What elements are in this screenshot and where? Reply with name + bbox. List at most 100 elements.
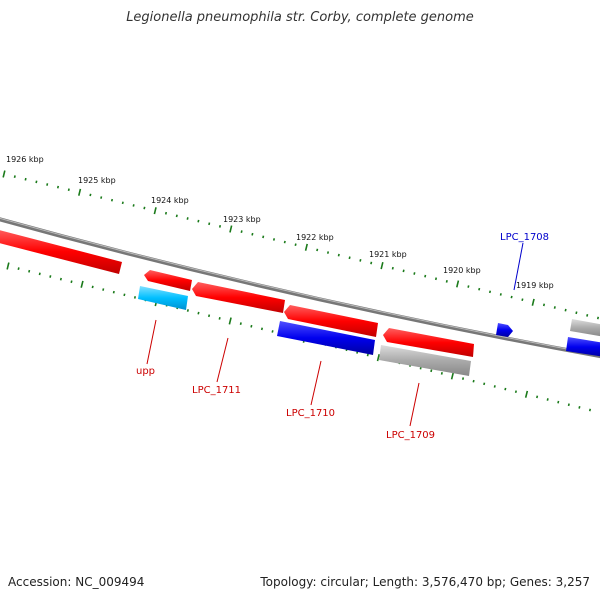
leader-line-lpc-1708 bbox=[513, 242, 524, 291]
inner-ring-minor-tick bbox=[483, 382, 486, 386]
gene-label-lpc-1710[interactable]: LPC_1710 bbox=[286, 408, 335, 419]
inner-ring-minor-tick bbox=[567, 403, 570, 407]
outer-ring-minor-tick bbox=[164, 211, 168, 215]
outer-ring-minor-tick bbox=[337, 253, 340, 257]
gene-label-upp[interactable]: upp bbox=[136, 366, 155, 377]
gene-feature-upp-rna[interactable] bbox=[138, 286, 188, 310]
gene-label-lpc-1709[interactable]: LPC_1709 bbox=[386, 430, 435, 441]
tick-label-1926: 1926 kbp bbox=[6, 155, 44, 164]
outer-ring-minor-tick bbox=[175, 214, 178, 218]
outer-ring-minor-tick bbox=[478, 287, 481, 291]
outer-ring-minor-tick bbox=[240, 230, 243, 233]
genome-backbone bbox=[0, 217, 600, 359]
leader-line-lpc-1710 bbox=[310, 360, 322, 406]
outer-ring-major-tick bbox=[380, 262, 384, 270]
outer-ring-minor-tick bbox=[553, 306, 556, 309]
inner-ring-minor-tick bbox=[557, 400, 560, 404]
outer-tick-ring bbox=[2, 170, 600, 320]
inner-ring-minor-tick bbox=[514, 390, 517, 394]
inner-ring-major-tick bbox=[524, 390, 529, 398]
gene-feature-lpc-1708[interactable] bbox=[496, 323, 513, 337]
outer-ring-minor-tick bbox=[24, 177, 27, 181]
outer-ring-major-tick bbox=[304, 243, 309, 251]
gene-feature-red-left[interactable] bbox=[0, 229, 122, 274]
outer-ring-minor-tick bbox=[67, 188, 70, 192]
outer-ring-minor-tick bbox=[467, 285, 470, 288]
outer-ring-minor-tick bbox=[359, 259, 362, 262]
outer-ring-minor-tick bbox=[218, 225, 222, 228]
accession-text: Accession: NC_009494 bbox=[8, 575, 145, 589]
topology-summary: Topology: circular; Length: 3,576,470 bp… bbox=[260, 575, 590, 589]
inner-ring-minor-tick bbox=[38, 272, 41, 276]
inner-ring-minor-tick bbox=[430, 369, 433, 373]
gene-feature-gray-right-top[interactable] bbox=[570, 319, 600, 337]
inner-ring-minor-tick bbox=[546, 398, 549, 401]
inner-ring-minor-tick bbox=[366, 353, 369, 357]
outer-ring-minor-tick bbox=[100, 196, 103, 199]
outer-ring-minor-tick bbox=[424, 274, 427, 278]
tick-label-1923: 1923 kbp bbox=[223, 215, 261, 224]
inner-ring-minor-tick bbox=[271, 330, 274, 333]
outer-ring-major-tick bbox=[153, 207, 157, 215]
outer-ring-minor-tick bbox=[510, 295, 513, 299]
outer-ring-minor-tick bbox=[186, 217, 189, 220]
inner-ring-major-tick bbox=[6, 262, 10, 270]
tick-label-1920: 1920 kbp bbox=[443, 266, 481, 275]
outer-ring-minor-tick bbox=[445, 279, 448, 283]
outer-ring-minor-tick bbox=[283, 240, 286, 244]
outer-ring-minor-tick bbox=[294, 243, 297, 247]
outer-ring-minor-tick bbox=[208, 222, 211, 226]
leader-line-lpc-1709 bbox=[409, 382, 420, 427]
inner-ring-minor-tick bbox=[504, 387, 507, 391]
outer-ring-minor-tick bbox=[13, 175, 16, 178]
outer-ring-minor-tick bbox=[391, 266, 394, 270]
inner-ring-major-tick bbox=[376, 354, 380, 362]
outer-ring-minor-tick bbox=[370, 261, 373, 265]
outer-ring-minor-tick bbox=[35, 180, 38, 184]
inner-ring-minor-tick bbox=[70, 280, 73, 284]
inner-ring-minor-tick bbox=[59, 277, 62, 281]
outer-ring-minor-tick bbox=[348, 256, 351, 260]
inner-ring-minor-tick bbox=[588, 408, 592, 412]
inner-ring-minor-tick bbox=[102, 288, 105, 291]
tick-label-1925: 1925 kbp bbox=[78, 176, 116, 185]
inner-ring-minor-tick bbox=[472, 379, 475, 383]
outer-ring-minor-tick bbox=[143, 206, 146, 210]
tick-label-1922: 1922 kbp bbox=[296, 233, 334, 242]
inner-ring-minor-tick bbox=[218, 317, 221, 320]
gene-label-lpc-1708[interactable]: LPC_1708 bbox=[500, 232, 549, 243]
genome-backbone-highlight bbox=[0, 217, 600, 356]
inner-ring-minor-tick bbox=[207, 314, 211, 318]
outer-ring-minor-tick bbox=[110, 198, 114, 202]
tick-label-1924: 1924 kbp bbox=[151, 196, 189, 205]
inner-ring-minor-tick bbox=[440, 371, 443, 375]
inner-ring-minor-tick bbox=[49, 275, 52, 278]
leader-line-lpc-1711 bbox=[216, 337, 229, 383]
outer-ring-major-tick bbox=[455, 280, 460, 288]
inner-ring-major-tick bbox=[450, 372, 455, 380]
outer-ring-minor-tick bbox=[326, 251, 330, 254]
outer-ring-minor-tick bbox=[89, 193, 92, 197]
inner-ring-minor-tick bbox=[123, 293, 126, 297]
inner-ring-minor-tick bbox=[112, 290, 115, 294]
inner-ring-major-tick bbox=[228, 317, 232, 325]
outer-ring-minor-tick bbox=[56, 185, 60, 189]
gene-feature-upp[interactable] bbox=[144, 270, 192, 291]
gene-feature-lpc-1709-red[interactable] bbox=[383, 328, 474, 357]
tick-label-1919: 1919 kbp bbox=[516, 281, 554, 290]
map-title: Legionella pneumophila str. Corby, compl… bbox=[126, 10, 474, 25]
gene-feature-lpc-1710-red[interactable] bbox=[284, 305, 378, 337]
gene-feature-lpc-1710-blue[interactable] bbox=[277, 321, 375, 355]
outer-ring-minor-tick bbox=[564, 308, 567, 312]
outer-ring-minor-tick bbox=[272, 238, 276, 241]
gene-label-lpc-1711[interactable]: LPC_1711 bbox=[192, 385, 241, 396]
gene-feature-lpc-1711[interactable] bbox=[192, 282, 285, 313]
inner-ring-minor-tick bbox=[186, 309, 189, 312]
inner-ring-minor-tick bbox=[28, 269, 31, 273]
outer-ring-minor-tick bbox=[542, 303, 546, 307]
gene-feature-blue-right[interactable] bbox=[566, 337, 600, 357]
gene-feature-lpc-1709-gray[interactable] bbox=[379, 345, 471, 376]
tick-label-1921: 1921 kbp bbox=[369, 250, 407, 259]
outer-ring-minor-tick bbox=[402, 269, 405, 273]
